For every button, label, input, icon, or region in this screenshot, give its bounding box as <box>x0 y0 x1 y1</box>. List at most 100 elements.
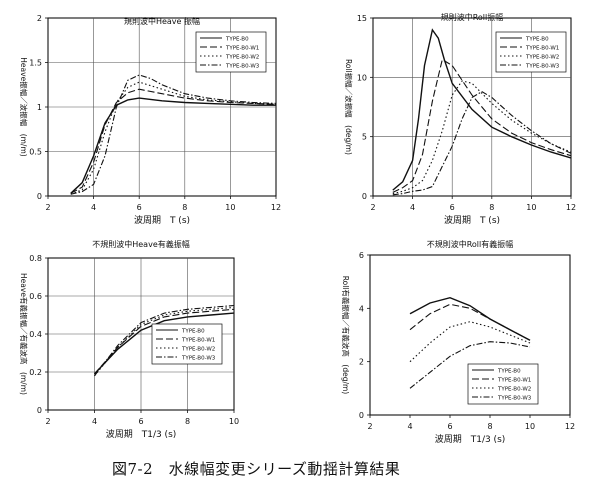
legend-label: TYPE-B0-W1 <box>525 46 559 52</box>
chart-title: 規則波中Roll振幅 <box>441 12 504 22</box>
legend-label: TYPE-B0-W2 <box>225 55 259 61</box>
legend-label: TYPE-B0-W1 <box>225 46 259 52</box>
legend-label: TYPE-B0-W1 <box>497 378 531 384</box>
plot-frame <box>369 254 571 416</box>
legend-label: TYPE-B0 <box>181 329 205 335</box>
y-tick-label: 0 <box>362 192 367 201</box>
x-tick-label: 4 <box>410 203 415 212</box>
x-tick-label: 12 <box>566 203 576 212</box>
x-tick-label: 8 <box>487 422 492 431</box>
y-tick-label: 0.8 <box>29 254 42 263</box>
legend: TYPE-B0 TYPE-B0-W1 TYPE-B0-W2 TYPE-B0-W3 <box>195 31 267 73</box>
series-line-type-b0-w2 <box>392 80 571 195</box>
series-line-type-b0 <box>409 296 531 341</box>
legend: TYPE-B0 TYPE-B0-W1 TYPE-B0-W2 TYPE-B0-W3 <box>495 31 567 73</box>
legend-label: TYPE-B0-W3 <box>497 396 532 402</box>
y-axis-label: Heave振幅／波振幅 (m/m) <box>19 57 29 156</box>
y-tick-label: 10 <box>357 73 367 82</box>
x-tick-label: 8 <box>182 203 187 212</box>
x-tick-label: 6 <box>138 417 143 426</box>
legend-label: TYPE-B0 <box>225 37 249 43</box>
x-tick-label: 6 <box>447 422 452 431</box>
legend-label: TYPE-B0-W2 <box>525 55 559 61</box>
x-tick-label: 10 <box>525 422 535 431</box>
legend: TYPE-B0 TYPE-B0-W1 TYPE-B0-W2 TYPE-B0-W3 <box>151 323 223 365</box>
y-tick-label: 0.6 <box>29 292 42 301</box>
y-tick-label: 0.2 <box>29 368 42 377</box>
y-tick-label: 6 <box>359 251 364 260</box>
y-tick-label: 0 <box>359 411 364 420</box>
series-line-type-b0-w1 <box>409 303 531 341</box>
series-line-type-b0-w2 <box>70 81 276 195</box>
legend-label: TYPE-B0-W3 <box>225 64 260 70</box>
series-line-type-b0-w2 <box>94 306 234 377</box>
series-line-type-b0 <box>93 312 234 375</box>
x-tick-label: 4 <box>407 422 412 431</box>
y-tick-label: 1.5 <box>29 59 42 68</box>
legend-label: TYPE-B0-W3 <box>181 356 216 362</box>
x-tick-label: 2 <box>370 203 375 212</box>
y-axis-label: Heave有義振幅／有義波高 (m/m) <box>19 273 29 395</box>
series-line-type-b0-w3 <box>409 341 531 389</box>
plot-frame <box>372 17 572 197</box>
y-tick-label: 0 <box>37 406 42 415</box>
x-axis-label: 波周期 T1/3 (s) <box>435 433 506 445</box>
x-tick-label: 12 <box>565 422 575 431</box>
series-line-type-b0-w3 <box>392 90 571 196</box>
y-tick-label: 2 <box>37 14 42 23</box>
series-line-type-b0-w1 <box>392 58 571 193</box>
legend-label: TYPE-B0-W1 <box>181 338 215 344</box>
x-tick-label: 12 <box>271 203 281 212</box>
x-axis-label: 波周期 T (s) <box>134 214 190 226</box>
chart-title: 不規則波中Roll有義振幅 <box>427 239 514 249</box>
legend-box <box>195 31 267 73</box>
y-tick-label: 2 <box>359 358 364 367</box>
legend-box <box>467 363 539 405</box>
legend-label: TYPE-B0-W3 <box>525 64 560 70</box>
x-tick-label: 10 <box>225 203 235 212</box>
x-tick-label: 10 <box>229 417 239 426</box>
legend: TYPE-B0 TYPE-B0-W1 TYPE-B0-W2 TYPE-B0-W3 <box>467 363 539 405</box>
legend-label: TYPE-B0 <box>497 369 521 375</box>
y-tick-label: 0 <box>37 192 42 201</box>
x-axis-label: 波周期 T1/3 (s) <box>106 428 177 440</box>
figure-caption: 図7-2 水線幅変更シリーズ動揺計算結果 <box>112 460 401 478</box>
y-tick-label: 0.4 <box>29 330 42 339</box>
x-tick-label: 8 <box>489 203 494 212</box>
chart-title: 規則波中Heave 振幅 <box>124 16 200 26</box>
x-tick-label: 8 <box>185 417 190 426</box>
x-tick-label: 2 <box>45 417 50 426</box>
series-line-type-b0-w2 <box>409 321 531 363</box>
y-tick-label: 4 <box>359 304 364 313</box>
legend-label: TYPE-B0 <box>525 37 549 43</box>
legend-box <box>495 31 567 73</box>
x-tick-label: 4 <box>92 417 97 426</box>
y-axis-label: Roll振幅／波振幅 (deg/m) <box>344 59 354 155</box>
y-tick-label: 1 <box>37 103 42 112</box>
series-line-type-b0 <box>70 97 276 194</box>
x-tick-label: 2 <box>367 422 372 431</box>
y-tick-label: 5 <box>362 133 367 142</box>
series-line-type-b0-w3 <box>94 304 234 377</box>
legend-label: TYPE-B0-W2 <box>181 347 215 353</box>
series-line-type-b0 <box>392 28 571 191</box>
y-tick-label: 15 <box>357 14 367 23</box>
x-tick-label: 6 <box>137 203 142 212</box>
series-line-type-b0-w1 <box>70 88 276 194</box>
legend-label: TYPE-B0-W2 <box>497 387 531 393</box>
x-tick-label: 6 <box>450 203 455 212</box>
legend-box <box>151 323 223 365</box>
series-line-type-b0-w3 <box>70 74 276 195</box>
x-tick-label: 10 <box>526 203 536 212</box>
x-tick-label: 4 <box>91 203 96 212</box>
x-tick-label: 2 <box>45 203 50 212</box>
y-tick-label: 0.5 <box>29 148 42 157</box>
y-axis-label: Roll有義振幅／有義波高 (deg/m) <box>341 276 351 395</box>
chart-title: 不規則波中Heave有義振幅 <box>92 239 190 249</box>
